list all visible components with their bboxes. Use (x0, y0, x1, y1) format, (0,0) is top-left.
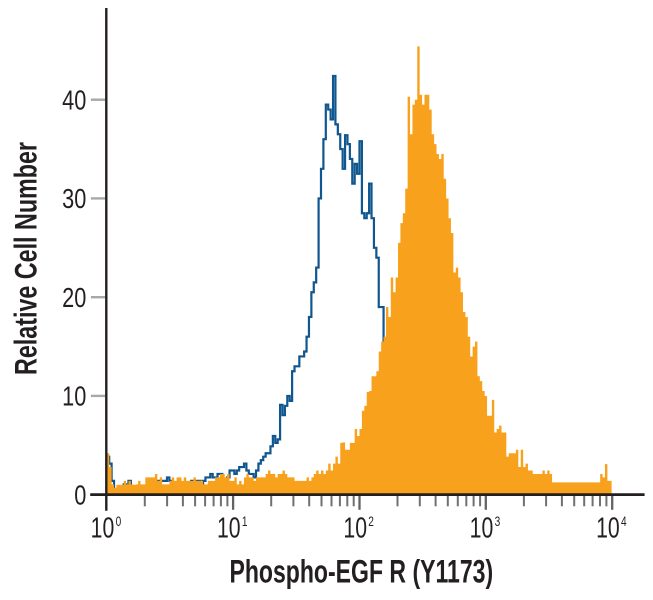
svg-text:1: 1 (242, 513, 248, 529)
svg-text:10: 10 (91, 512, 115, 544)
svg-text:10: 10 (596, 512, 620, 544)
svg-text:0: 0 (74, 481, 86, 511)
svg-text:10: 10 (217, 512, 241, 544)
svg-text:Relative Cell Number: Relative Cell Number (8, 142, 43, 375)
svg-text:4: 4 (621, 513, 627, 529)
svg-text:20: 20 (62, 283, 86, 313)
svg-text:2: 2 (368, 513, 374, 529)
svg-text:3: 3 (495, 513, 501, 529)
svg-text:10: 10 (470, 512, 494, 544)
svg-text:Phospho-EGF R (Y1173): Phospho-EGF R (Y1173) (229, 554, 493, 590)
svg-text:30: 30 (62, 185, 86, 215)
svg-text:10: 10 (62, 382, 86, 412)
svg-text:40: 40 (62, 86, 86, 116)
svg-text:0: 0 (116, 513, 122, 529)
svg-text:10: 10 (343, 512, 367, 544)
